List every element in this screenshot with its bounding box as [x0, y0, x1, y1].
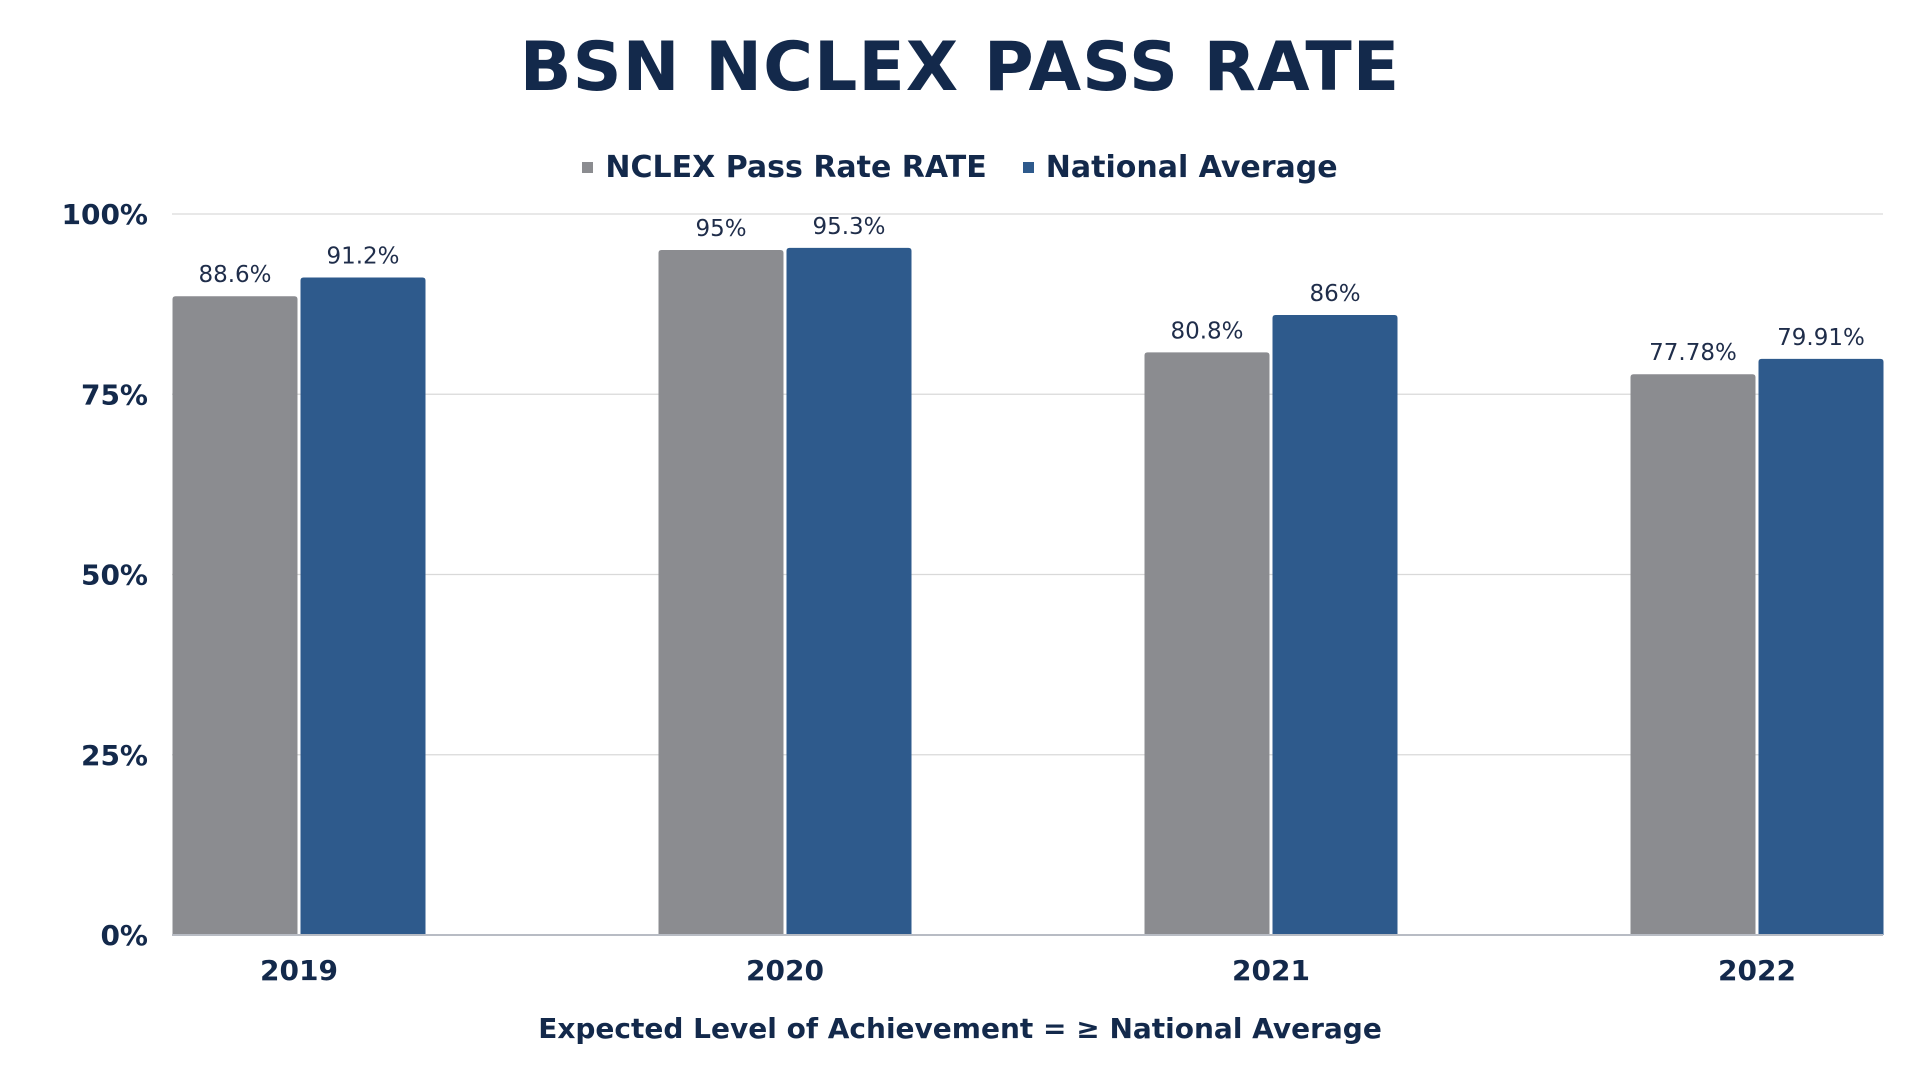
y-tick-label: 0%	[100, 919, 148, 952]
legend-item-nclex: NCLEX Pass Rate RATE	[582, 150, 987, 185]
y-tick-label: 100%	[61, 198, 148, 231]
bar	[786, 247, 912, 936]
data-label: 91.2%	[326, 243, 399, 269]
bar	[658, 250, 784, 936]
x-tick-label: 2021	[1232, 954, 1310, 987]
bar	[1272, 314, 1398, 935]
data-label: 77.78%	[1649, 340, 1737, 366]
legend-item-national: National Average	[1022, 150, 1338, 185]
bar	[1144, 352, 1270, 935]
y-tick-label: 75%	[81, 378, 148, 411]
data-label: 80.8%	[1170, 318, 1243, 344]
legend: NCLEX Pass Rate RATE National Average	[0, 150, 1920, 185]
legend-label-national: National Average	[1045, 150, 1338, 185]
chart-title: BSN NCLEX PASS RATE	[519, 28, 1401, 107]
x-axis-title: Expected Level of Achievement = ≥ Nation…	[538, 1012, 1382, 1045]
bar	[172, 296, 298, 936]
x-tick-label: 2019	[260, 954, 338, 987]
data-label: 95.3%	[812, 214, 885, 240]
bar	[1758, 358, 1884, 936]
bar	[300, 277, 426, 935]
legend-label-nclex: NCLEX Pass Rate RATE	[605, 150, 987, 185]
x-tick-label: 2020	[746, 954, 824, 987]
data-label: 79.91%	[1777, 325, 1865, 351]
x-tick-label: 2022	[1718, 954, 1796, 987]
data-label: 86%	[1309, 281, 1360, 307]
data-label: 88.6%	[198, 262, 271, 288]
legend-swatch-national	[1022, 162, 1034, 173]
y-tick-label: 25%	[81, 739, 148, 772]
bar	[1630, 374, 1756, 936]
legend-swatch-nclex	[582, 162, 594, 173]
data-label: 95%	[695, 216, 746, 242]
y-tick-label: 50%	[81, 559, 148, 592]
